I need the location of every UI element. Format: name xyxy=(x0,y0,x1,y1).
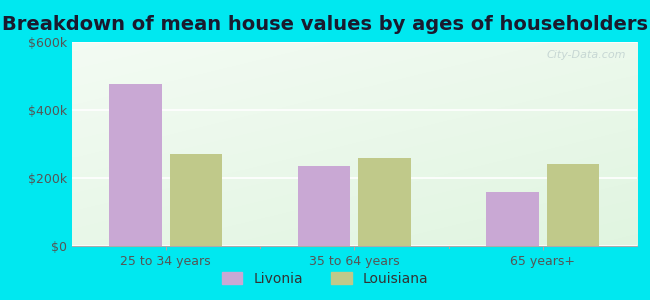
Bar xyxy=(170,154,222,246)
Bar xyxy=(298,166,350,246)
Legend: Livonia, Louisiana: Livonia, Louisiana xyxy=(217,268,433,290)
Bar xyxy=(358,158,411,246)
Text: City-Data.com: City-Data.com xyxy=(546,50,626,60)
Text: Breakdown of mean house values by ages of householders: Breakdown of mean house values by ages o… xyxy=(2,15,648,34)
Bar xyxy=(486,192,539,246)
Bar xyxy=(109,85,162,246)
Bar xyxy=(547,164,599,246)
